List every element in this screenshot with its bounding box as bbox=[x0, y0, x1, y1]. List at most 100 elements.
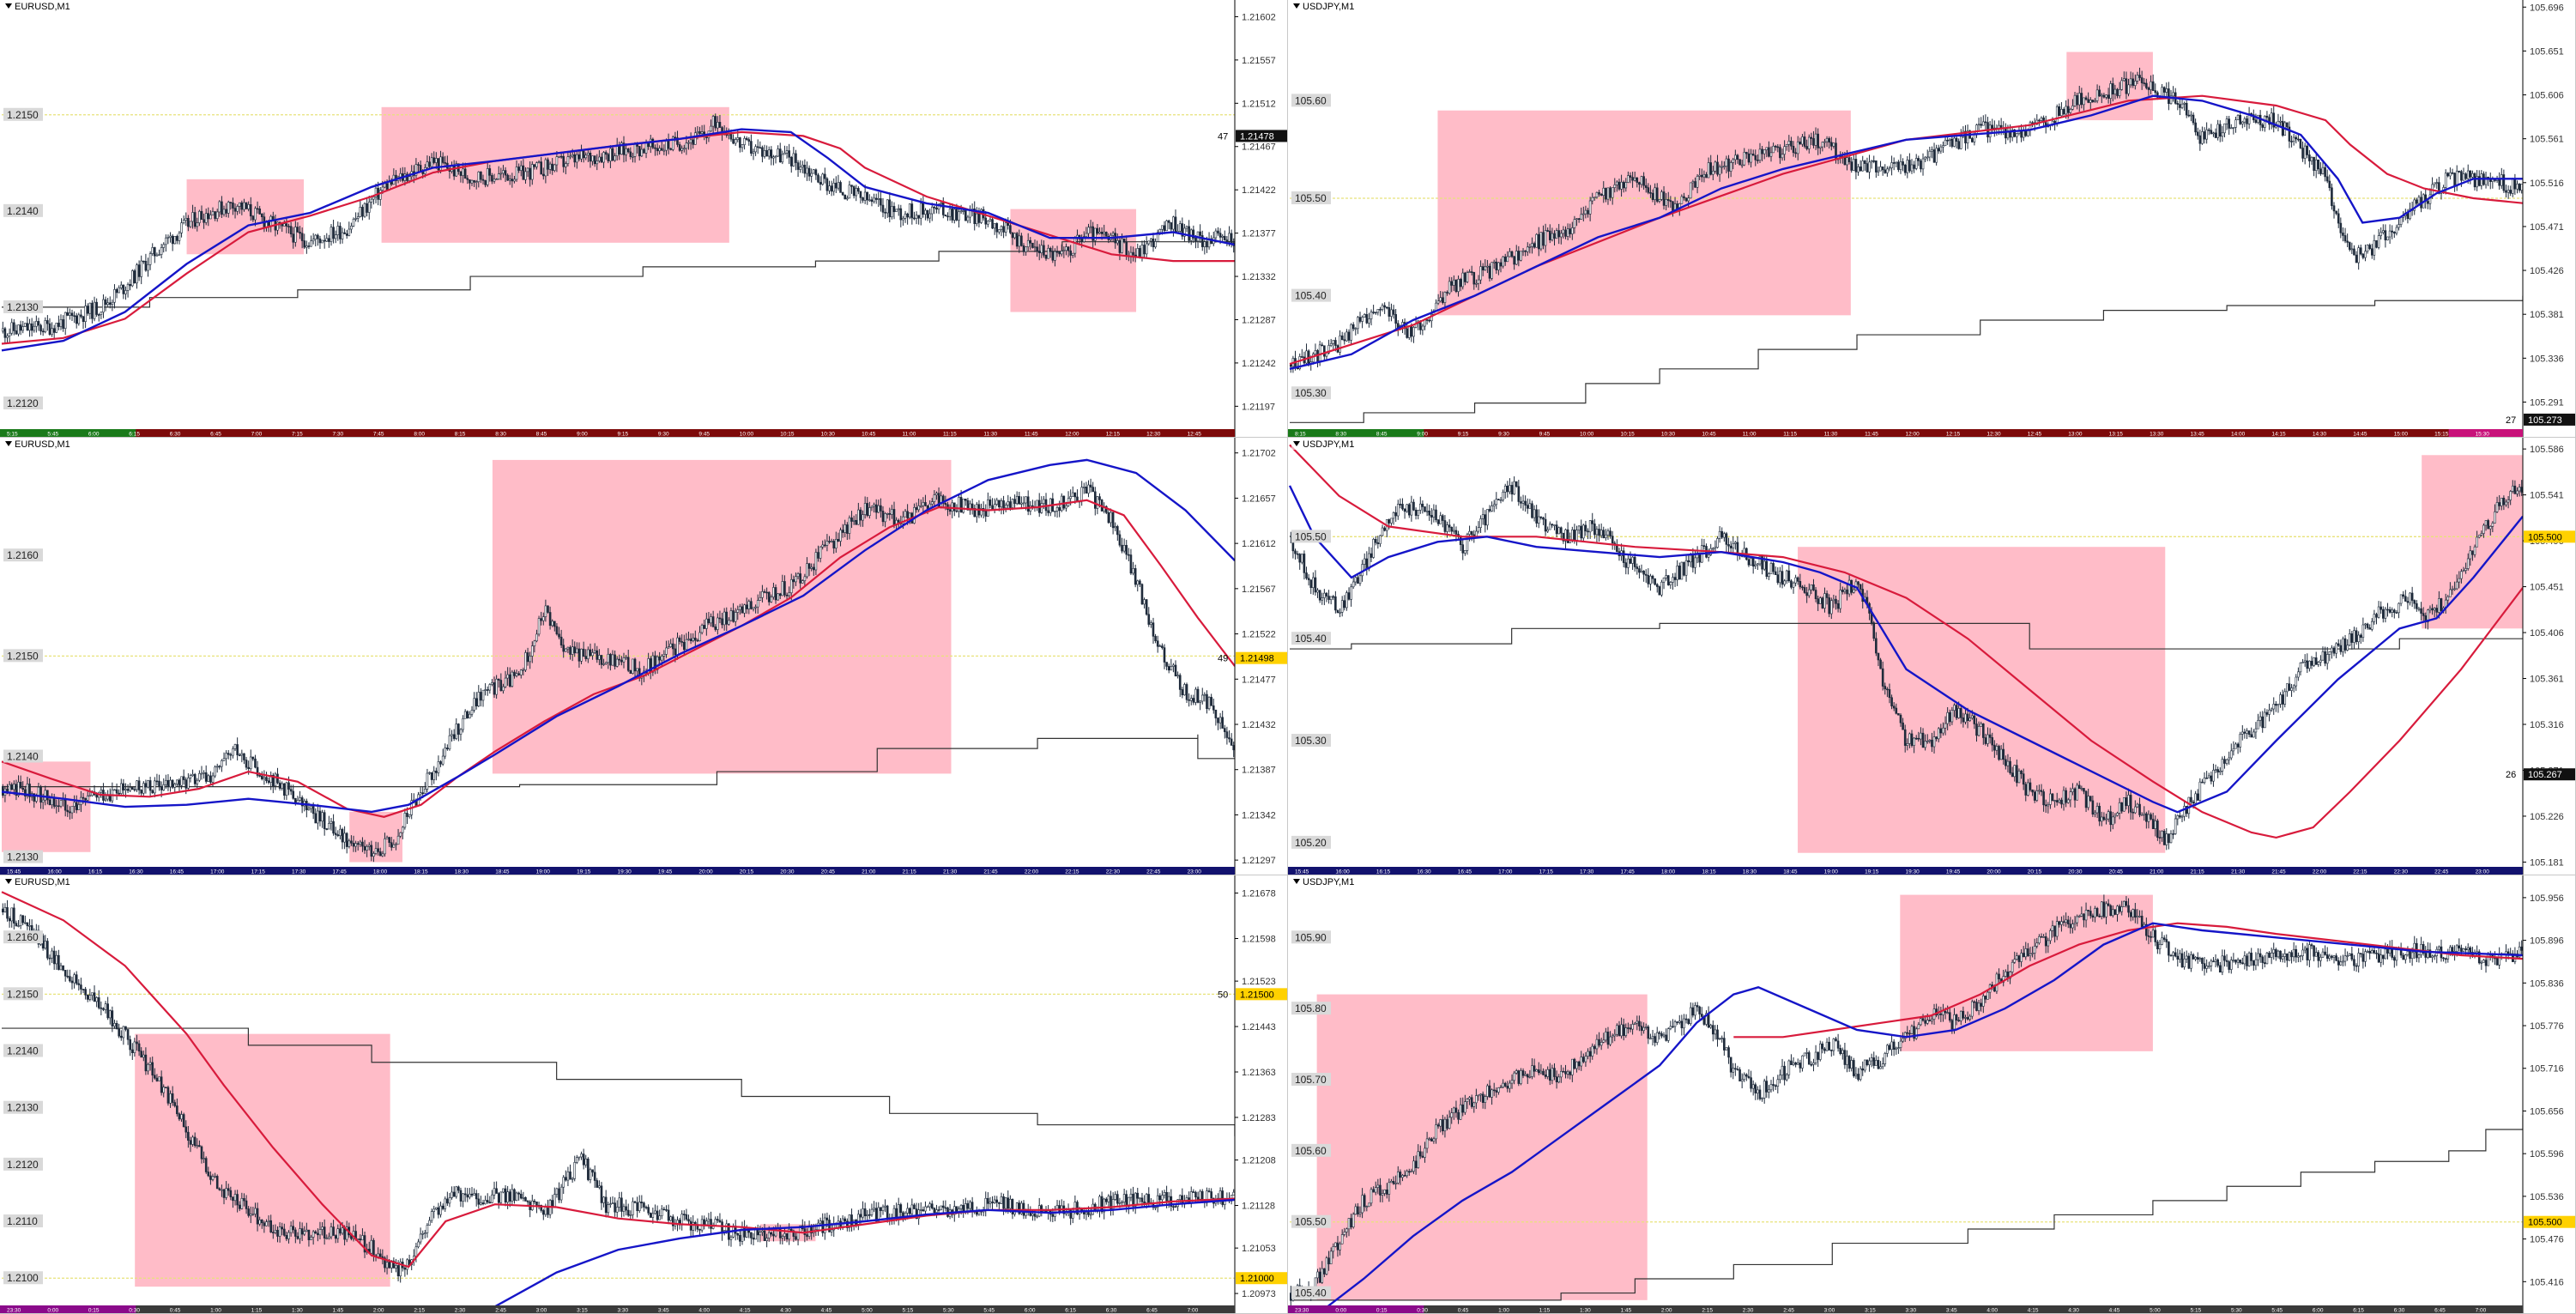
candle-body bbox=[1461, 272, 1465, 288]
candle-body bbox=[506, 674, 509, 679]
candle-body bbox=[214, 1176, 216, 1178]
axis-tick-label: 1.21342 bbox=[1242, 810, 1276, 820]
time-label: 8:00 bbox=[414, 432, 425, 438]
collapse-triangle-icon[interactable] bbox=[5, 441, 12, 446]
chart-svg[interactable]: 105.50105.40105.30105.20105.586105.54110… bbox=[1288, 438, 2576, 875]
time-label: 10:15 bbox=[780, 432, 795, 438]
axis-tick-label: 105.426 bbox=[2530, 266, 2564, 276]
candle-body bbox=[2466, 558, 2470, 569]
candle-body bbox=[1705, 173, 1708, 179]
candle-body bbox=[113, 288, 116, 303]
candle-body bbox=[874, 504, 878, 513]
candle-body bbox=[1921, 158, 1925, 170]
collapse-triangle-icon[interactable] bbox=[5, 3, 12, 9]
candle-body bbox=[1747, 559, 1751, 566]
candle-body bbox=[930, 501, 934, 505]
candle-body bbox=[1412, 327, 1415, 337]
candle-body bbox=[1559, 233, 1563, 238]
candle-body bbox=[763, 590, 766, 593]
collapse-triangle-icon[interactable] bbox=[5, 879, 12, 884]
candle-body bbox=[169, 1093, 172, 1104]
candle-body bbox=[3, 907, 7, 913]
collapse-triangle-icon[interactable] bbox=[1293, 3, 1300, 9]
candle-body bbox=[2297, 671, 2300, 678]
candle-body bbox=[519, 165, 523, 171]
candle-body bbox=[2335, 643, 2337, 654]
candle-body bbox=[2265, 711, 2269, 715]
candle-body bbox=[803, 165, 807, 174]
candles-group bbox=[2, 478, 1235, 863]
candle-body bbox=[2335, 210, 2337, 215]
candle-body bbox=[1602, 187, 1605, 196]
candle-body bbox=[2066, 799, 2070, 803]
candle-body bbox=[2469, 170, 2472, 178]
candle-body bbox=[1975, 124, 1978, 135]
candle-body bbox=[236, 1194, 239, 1206]
candle-body bbox=[225, 209, 227, 214]
candle-body bbox=[565, 163, 567, 167]
candle-body bbox=[385, 183, 389, 191]
candle-body bbox=[1230, 738, 1233, 746]
chart-panel-usdjpy-2[interactable]: USDJPY,M1 105.50 105.40 105.30 105.20 105.58… bbox=[1288, 438, 2576, 875]
candle-body bbox=[2377, 606, 2380, 618]
candle-body bbox=[408, 814, 411, 817]
chart-panel-eurusd-2[interactable]: EURUSD,M1 1.2160 1.2150 1.2140 1.2130 1.2170… bbox=[0, 438, 1288, 875]
candle-body bbox=[819, 181, 822, 185]
candle-body bbox=[1345, 592, 1348, 609]
candle-body bbox=[633, 658, 637, 672]
candle-body bbox=[750, 141, 753, 154]
candle-body bbox=[2, 328, 4, 332]
candle-body bbox=[2129, 78, 2132, 86]
candle-body bbox=[846, 524, 849, 534]
candle-body bbox=[330, 227, 333, 242]
collapse-triangle-icon[interactable] bbox=[1293, 441, 1300, 446]
chart-panel-usdjpy-1[interactable]: USDJPY,M1 105.60 105.50 105.40 105.30 105.69… bbox=[1288, 0, 2576, 438]
chart-svg[interactable]: 105.60105.50105.40105.30105.696105.65110… bbox=[1288, 0, 2576, 438]
candle-body bbox=[741, 606, 744, 614]
chart-panel-eurusd-1[interactable]: EURUSD,M1 1.2150 1.2140 1.2130 1.2120 1.2160… bbox=[0, 0, 1288, 438]
candle-body bbox=[1807, 589, 1811, 596]
chart-svg[interactable]: 1.21601.21501.21401.21301.21201.21101.21… bbox=[0, 875, 1288, 1314]
candle-body bbox=[310, 806, 312, 809]
candle-body bbox=[356, 843, 360, 845]
candle-body bbox=[682, 148, 686, 150]
candle-body bbox=[844, 524, 847, 533]
candle-body bbox=[1684, 197, 1688, 202]
candle-body bbox=[166, 237, 170, 239]
candle-body bbox=[439, 761, 442, 765]
candle-body bbox=[2466, 170, 2470, 179]
candle-body bbox=[955, 510, 958, 512]
candle-body bbox=[1318, 344, 1321, 361]
candle-body bbox=[238, 754, 241, 756]
candle-body bbox=[647, 142, 650, 148]
candle-body bbox=[2368, 245, 2371, 250]
candle-body bbox=[2505, 501, 2507, 506]
candle-body bbox=[229, 1190, 233, 1197]
candle-body bbox=[862, 197, 864, 201]
candle-body bbox=[1026, 239, 1030, 247]
candle-body bbox=[1902, 161, 1904, 166]
candle-body bbox=[1502, 492, 1504, 500]
chart-svg[interactable]: 1.21601.21501.21401.21301.217021.216571.… bbox=[0, 438, 1288, 875]
chart-panel-eurusd-3[interactable]: EURUSD,M1 1.2160 1.2150 1.2140 1.2130 1.2120… bbox=[0, 875, 1288, 1314]
time-label: 10:15 bbox=[1620, 432, 1635, 438]
candle-body bbox=[1178, 675, 1182, 690]
candle-body bbox=[2254, 119, 2258, 124]
candle-body bbox=[1698, 174, 1701, 177]
candle-body bbox=[1953, 137, 1956, 147]
candle-body bbox=[924, 209, 927, 215]
chart-svg[interactable]: 1.21501.21401.21301.21201.216021.215571.… bbox=[0, 0, 1288, 438]
candle-body bbox=[1582, 524, 1585, 539]
candle-body bbox=[147, 780, 149, 788]
candle-body bbox=[2232, 748, 2235, 752]
candle-body bbox=[1221, 235, 1224, 238]
candle-body bbox=[1065, 505, 1067, 509]
candle-body bbox=[656, 148, 659, 152]
candle-body bbox=[243, 1198, 245, 1202]
candle-body bbox=[678, 144, 681, 151]
candle-body bbox=[667, 646, 670, 649]
candle-body bbox=[419, 165, 422, 172]
candle-body bbox=[734, 612, 737, 622]
candle-body bbox=[2453, 173, 2456, 187]
price-label: 1.2130 bbox=[7, 301, 39, 313]
